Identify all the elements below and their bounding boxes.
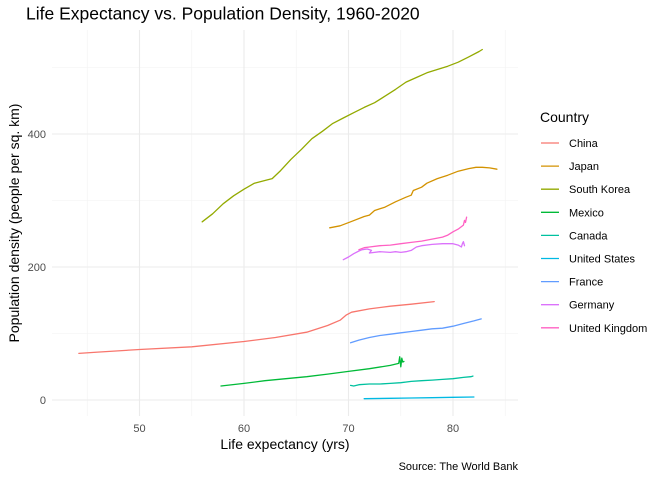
legend-label-canada: Canada [569, 230, 608, 242]
series-line-united-kingdom [358, 216, 468, 251]
y-axis-tick-labels: 0 200 400 [28, 129, 46, 407]
legend-label-france: France [569, 277, 603, 289]
plot-panel [52, 30, 518, 416]
source-caption: Source: The World Bank [399, 461, 519, 473]
x-axis-tick-labels: 50 60 70 80 [133, 423, 459, 435]
legend-label-united-kingdom: United Kingdom [569, 323, 647, 335]
y-tick-label: 200 [28, 262, 46, 274]
series-line-china [78, 300, 435, 355]
series-line-south-korea [201, 48, 483, 223]
y-tick-label: 0 [40, 395, 46, 407]
series-line-japan [329, 166, 498, 229]
x-tick-label: 60 [238, 423, 250, 435]
gridlines [52, 30, 518, 416]
legend-label-china: China [569, 138, 599, 150]
series-line-germany [342, 241, 466, 261]
legend: Country China Japan South Korea Mexico Canad… [540, 109, 647, 335]
legend-title: Country [540, 109, 589, 125]
series-line-united-states [363, 396, 475, 400]
x-tick-label: 50 [133, 423, 145, 435]
series-line-canada [349, 375, 474, 387]
series-line-mexico [220, 356, 405, 387]
legend-label-south-korea: South Korea [569, 184, 631, 196]
series-line-france [349, 318, 482, 344]
x-axis-title: Life expectancy (yrs) [220, 436, 349, 452]
legend-label-germany: Germany [569, 300, 615, 312]
x-tick-label: 70 [342, 423, 354, 435]
legend-items: China Japan South Korea Mexico Canada United … [541, 138, 647, 335]
chart-title: Life Expectancy vs. Population Density, … [26, 4, 420, 24]
series-lines [78, 48, 498, 400]
legend-label-japan: Japan [569, 161, 599, 173]
y-tick-label: 400 [28, 129, 46, 141]
x-tick-label: 80 [447, 423, 459, 435]
legend-label-mexico: Mexico [569, 207, 604, 219]
y-axis-title: Population density (people per sq. km) [6, 104, 22, 343]
legend-label-united-states: United States [569, 254, 636, 266]
